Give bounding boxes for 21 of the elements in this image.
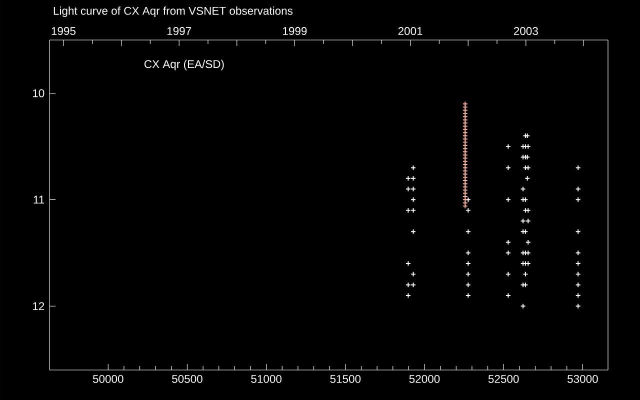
x2-tick-label: 1995 [52,27,76,36]
x-tick-label: 50000 [92,374,124,383]
point [462,110,468,116]
point [462,146,468,152]
point [462,171,468,177]
x2-tick-label: 2003 [514,27,538,36]
x-tick-label: 51000 [251,374,282,383]
x-tick-label: 52500 [488,374,519,383]
x-tick-label: 52000 [409,374,440,383]
x-tick-label: 50500 [172,374,202,383]
annotation: CX Aqr (EA/SD) [144,60,224,70]
chart-title: Light curve of CX Aqr from VSNET observations [54,6,293,18]
y-tick-label: 12 [32,302,44,310]
x2-tick-label: 2001 [398,27,422,36]
x2-tick-label: 1999 [283,27,307,36]
x-tick-label: 51500 [330,374,361,383]
point [462,203,468,209]
x-tick-label: 53000 [568,374,598,383]
y-tick-label: 10 [32,89,44,98]
x2-tick-label: 1997 [167,27,192,36]
y-tick-label: 11 [34,196,44,204]
